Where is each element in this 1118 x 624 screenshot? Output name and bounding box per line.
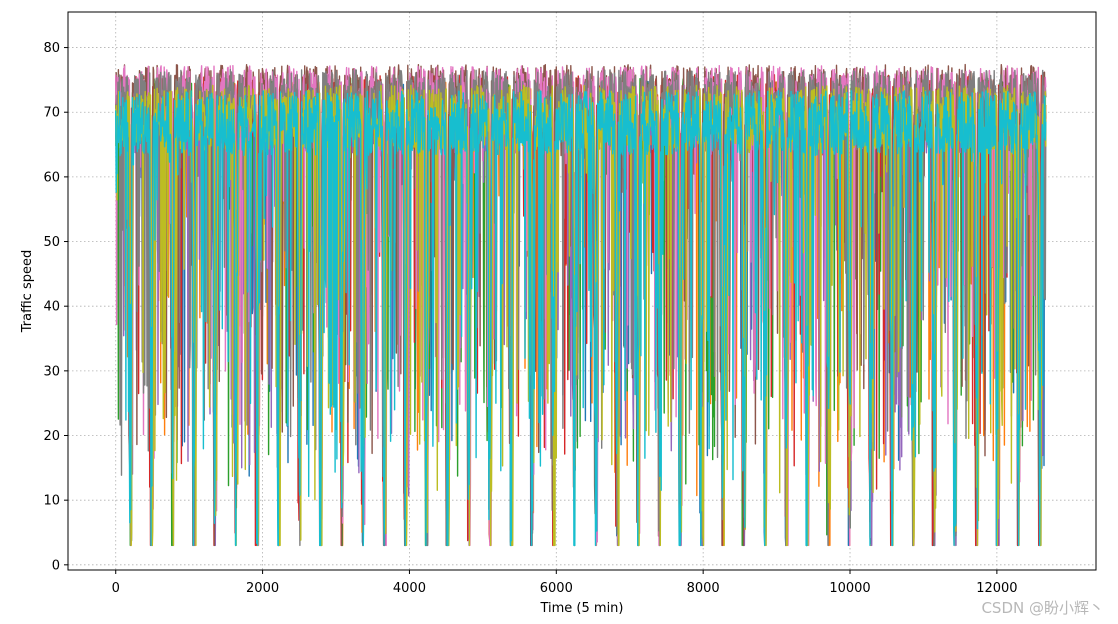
y-tick-label: 70 <box>43 106 60 121</box>
series-line-9 <box>115 90 1047 547</box>
y-axis-label: Traffic speed <box>20 250 35 333</box>
y-tick-label: 30 <box>43 364 60 379</box>
x-tick-label: 8000 <box>687 581 720 596</box>
watermark: CSDN @盼小辉丶 <box>981 599 1104 617</box>
x-tick-label: 12000 <box>976 581 1017 596</box>
y-tick-label: 10 <box>43 494 60 509</box>
x-tick-label: 6000 <box>540 581 573 596</box>
plot-frame <box>67 11 1097 571</box>
x-tick-label: 4000 <box>393 581 426 596</box>
y-tick-label: 0 <box>52 558 60 573</box>
x-axis: 0 2000 4000 6000 8000 10000 12000 <box>112 570 1018 596</box>
x-tick-label: 10000 <box>829 581 870 596</box>
x-tick-label: 2000 <box>246 581 279 596</box>
y-tick-label: 60 <box>43 170 60 185</box>
y-tick-label: 40 <box>43 300 60 315</box>
x-tick-label: 0 <box>112 581 120 596</box>
x-axis-label: Time (5 min) <box>539 601 623 616</box>
y-tick-label: 50 <box>43 235 60 250</box>
y-tick-label: 80 <box>43 41 60 56</box>
series-group <box>115 63 1047 547</box>
y-tick-label: 20 <box>43 429 60 444</box>
y-axis: 0 10 20 30 40 50 60 70 80 <box>43 41 68 573</box>
